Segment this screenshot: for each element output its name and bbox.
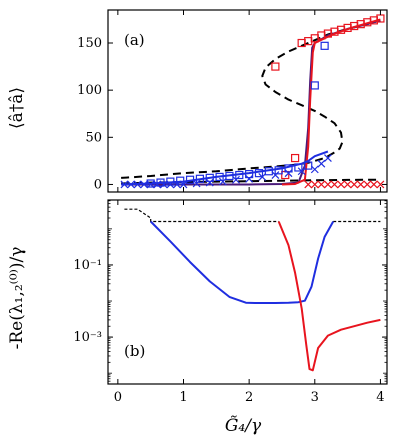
panel-a: 0 50 100 150 (a)	[77, 9, 388, 193]
x-marker	[192, 179, 201, 188]
square-marker	[235, 170, 244, 180]
x-marker	[356, 180, 365, 189]
square-marker	[245, 169, 254, 179]
y-tick-label: 150	[77, 36, 102, 51]
x-marker	[166, 180, 175, 189]
y-axis-label-a: ⟨â†â⟩	[7, 87, 27, 129]
square-marker	[156, 178, 165, 187]
x-marker	[376, 180, 385, 189]
square-marker	[290, 153, 300, 163]
plot-area	[120, 14, 385, 189]
solid-curve-3	[277, 221, 381, 372]
x-marker	[245, 174, 254, 183]
square-marker	[271, 62, 280, 71]
x-tick-label: 0	[114, 390, 122, 405]
square-marker	[274, 166, 283, 175]
x-marker	[140, 180, 149, 189]
x-marker	[218, 177, 227, 186]
x-marker	[146, 180, 155, 189]
x-marker	[363, 180, 372, 189]
square-marker	[195, 174, 205, 183]
panel-tag: (a)	[124, 31, 145, 49]
square-marker	[294, 163, 303, 172]
x-tick-label: 1	[179, 390, 187, 405]
x-marker	[159, 180, 168, 189]
x-marker	[179, 180, 188, 189]
solid-curve-2	[121, 19, 381, 186]
y-tick-label: 10⁻¹	[73, 258, 102, 273]
x-tick-label: 2	[245, 390, 253, 405]
solid-curve-2	[149, 220, 335, 304]
x-marker	[153, 180, 162, 189]
y-tick-label: 0	[94, 177, 102, 192]
x-marker	[127, 180, 135, 189]
y-tick-label: 100	[77, 83, 102, 98]
square-marker	[215, 172, 224, 182]
square-marker	[254, 169, 264, 178]
x-marker	[310, 180, 319, 189]
x-tick-label: 4	[376, 390, 384, 405]
x-marker	[350, 180, 359, 189]
solid-curve-3	[281, 18, 381, 186]
x-marker	[205, 178, 214, 187]
x-axis-label: G̃₄/γ	[225, 416, 262, 436]
x-marker	[317, 180, 326, 189]
x-tick-label: 3	[311, 390, 319, 405]
square-marker	[320, 41, 329, 50]
x-marker	[258, 172, 267, 181]
square-marker	[176, 176, 185, 185]
x-marker	[337, 180, 345, 189]
x-marker	[317, 159, 326, 168]
square-marker	[205, 173, 214, 182]
panel-tag: (b)	[124, 342, 145, 360]
x-marker	[133, 180, 142, 189]
y-tick-label: 50	[85, 130, 102, 145]
axes-frame	[107, 9, 388, 193]
square-marker	[310, 81, 319, 90]
x-marker	[310, 165, 319, 174]
x-marker	[284, 169, 293, 178]
x-marker	[343, 180, 352, 189]
x-marker	[120, 180, 129, 189]
x-marker	[271, 171, 280, 179]
panel-b: 0 1 2 3 4 10⁻³ 10⁻¹ (b)	[73, 199, 388, 405]
x-marker	[323, 180, 332, 189]
x-marker	[173, 180, 181, 189]
x-marker	[323, 154, 332, 162]
x-marker	[369, 180, 378, 189]
x-marker	[304, 180, 313, 189]
x-marker	[330, 180, 339, 189]
plot-area	[124, 208, 381, 372]
dashed-curve-0	[124, 208, 279, 223]
axes-frame	[107, 199, 388, 385]
x-marker	[232, 175, 240, 184]
square-marker	[284, 164, 293, 173]
x-marker	[297, 167, 306, 176]
y-axis-label-b: -Re(λ₁,₂⁽⁰⁾)/γ	[7, 247, 27, 350]
square-marker	[146, 179, 155, 188]
y-tick-label: 10⁻³	[73, 330, 102, 345]
dashed-curve-0	[121, 19, 381, 179]
